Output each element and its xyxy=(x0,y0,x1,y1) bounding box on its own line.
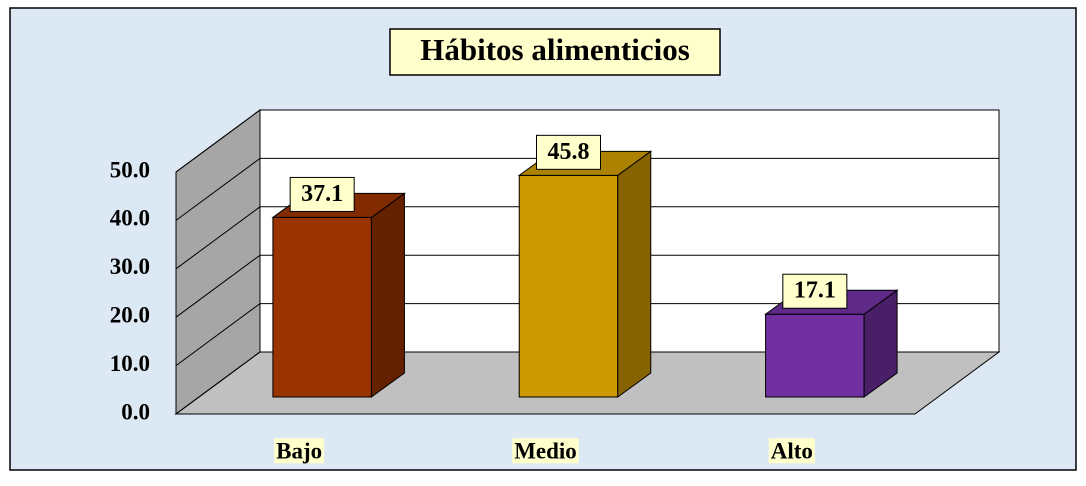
value-label: 37.1 xyxy=(301,181,343,207)
bar-front xyxy=(272,216,372,398)
bar-front xyxy=(518,174,619,398)
x-tick-label-box xyxy=(274,438,325,464)
x-tick-label-box xyxy=(512,438,579,464)
bar-side xyxy=(617,150,652,398)
x-tick-label-box xyxy=(768,438,815,464)
value-label-box xyxy=(536,134,601,170)
bar-front xyxy=(765,313,865,398)
grid-line xyxy=(175,303,999,367)
x-tick-label: Bajo xyxy=(276,438,322,463)
y-tick-label: 10.0 xyxy=(110,351,150,376)
value-label: 45.8 xyxy=(548,139,590,165)
grid-line xyxy=(175,254,999,318)
grid-line xyxy=(175,109,999,173)
y-tick-label: 0.0 xyxy=(121,399,150,424)
chart-title: Hábitos alimenticios xyxy=(420,32,690,67)
value-label-box xyxy=(782,273,848,309)
bar xyxy=(271,192,406,398)
x-tick-label: Medio xyxy=(514,438,577,463)
y-tick-label: 20.0 xyxy=(110,302,150,327)
title-box xyxy=(389,28,721,76)
y-tick-label: 30.0 xyxy=(110,254,150,279)
value-label: 17.1 xyxy=(794,278,836,304)
value-label-box xyxy=(289,176,355,212)
grid-line xyxy=(175,157,999,221)
grid-line xyxy=(175,206,999,270)
y-tick-label: 40.0 xyxy=(110,206,150,231)
y-tick-label: 50.0 xyxy=(110,157,150,182)
x-tick-label: Alto xyxy=(771,438,813,463)
bar xyxy=(517,150,653,398)
grid-line xyxy=(175,351,999,415)
bar-side xyxy=(370,192,405,398)
